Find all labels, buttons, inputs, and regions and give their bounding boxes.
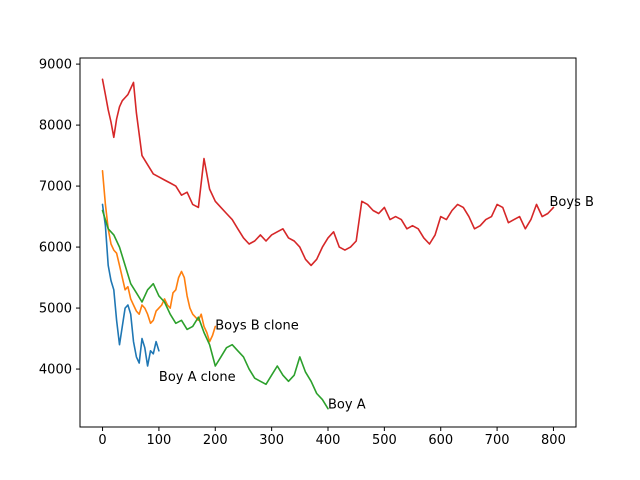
series-annotation: Boy A (328, 397, 366, 412)
x-tick-label: 700 (485, 433, 510, 448)
x-axis: 0 100 200 300 400 500 600 700 800 (98, 427, 566, 448)
y-tick-label: 8000 (39, 119, 72, 134)
x-tick-label: 300 (259, 433, 284, 448)
series-line-3 (101, 78, 555, 267)
x-tick-label: 200 (203, 433, 228, 448)
y-tick-label: 6000 (39, 241, 72, 256)
x-tick-label: 500 (372, 433, 397, 448)
annotation-layer: Boy A clone Boys B clone Boy A Boys B (159, 195, 594, 412)
series-line-0 (101, 203, 160, 367)
series-annotation: Boy A clone (159, 370, 236, 385)
x-tick-label: 0 (98, 433, 106, 448)
series-line-1 (101, 170, 217, 343)
y-tick-label: 7000 (39, 180, 72, 195)
x-tick-label: 800 (541, 433, 566, 448)
series-line-2 (101, 209, 329, 410)
x-tick-label: 600 (428, 433, 453, 448)
y-tick-label: 9000 (39, 58, 72, 73)
y-tick-label: 4000 (39, 363, 72, 378)
y-axis: 4000 5000 6000 7000 8000 9000 (39, 58, 80, 378)
x-tick-label: 100 (146, 433, 171, 448)
series-annotation: Boys B (550, 195, 594, 210)
series-annotation: Boys B clone (215, 319, 298, 334)
plot-area-frame (79, 57, 577, 428)
y-tick-label: 5000 (39, 302, 72, 317)
x-tick-label: 400 (316, 433, 341, 448)
series-layer (101, 78, 555, 410)
